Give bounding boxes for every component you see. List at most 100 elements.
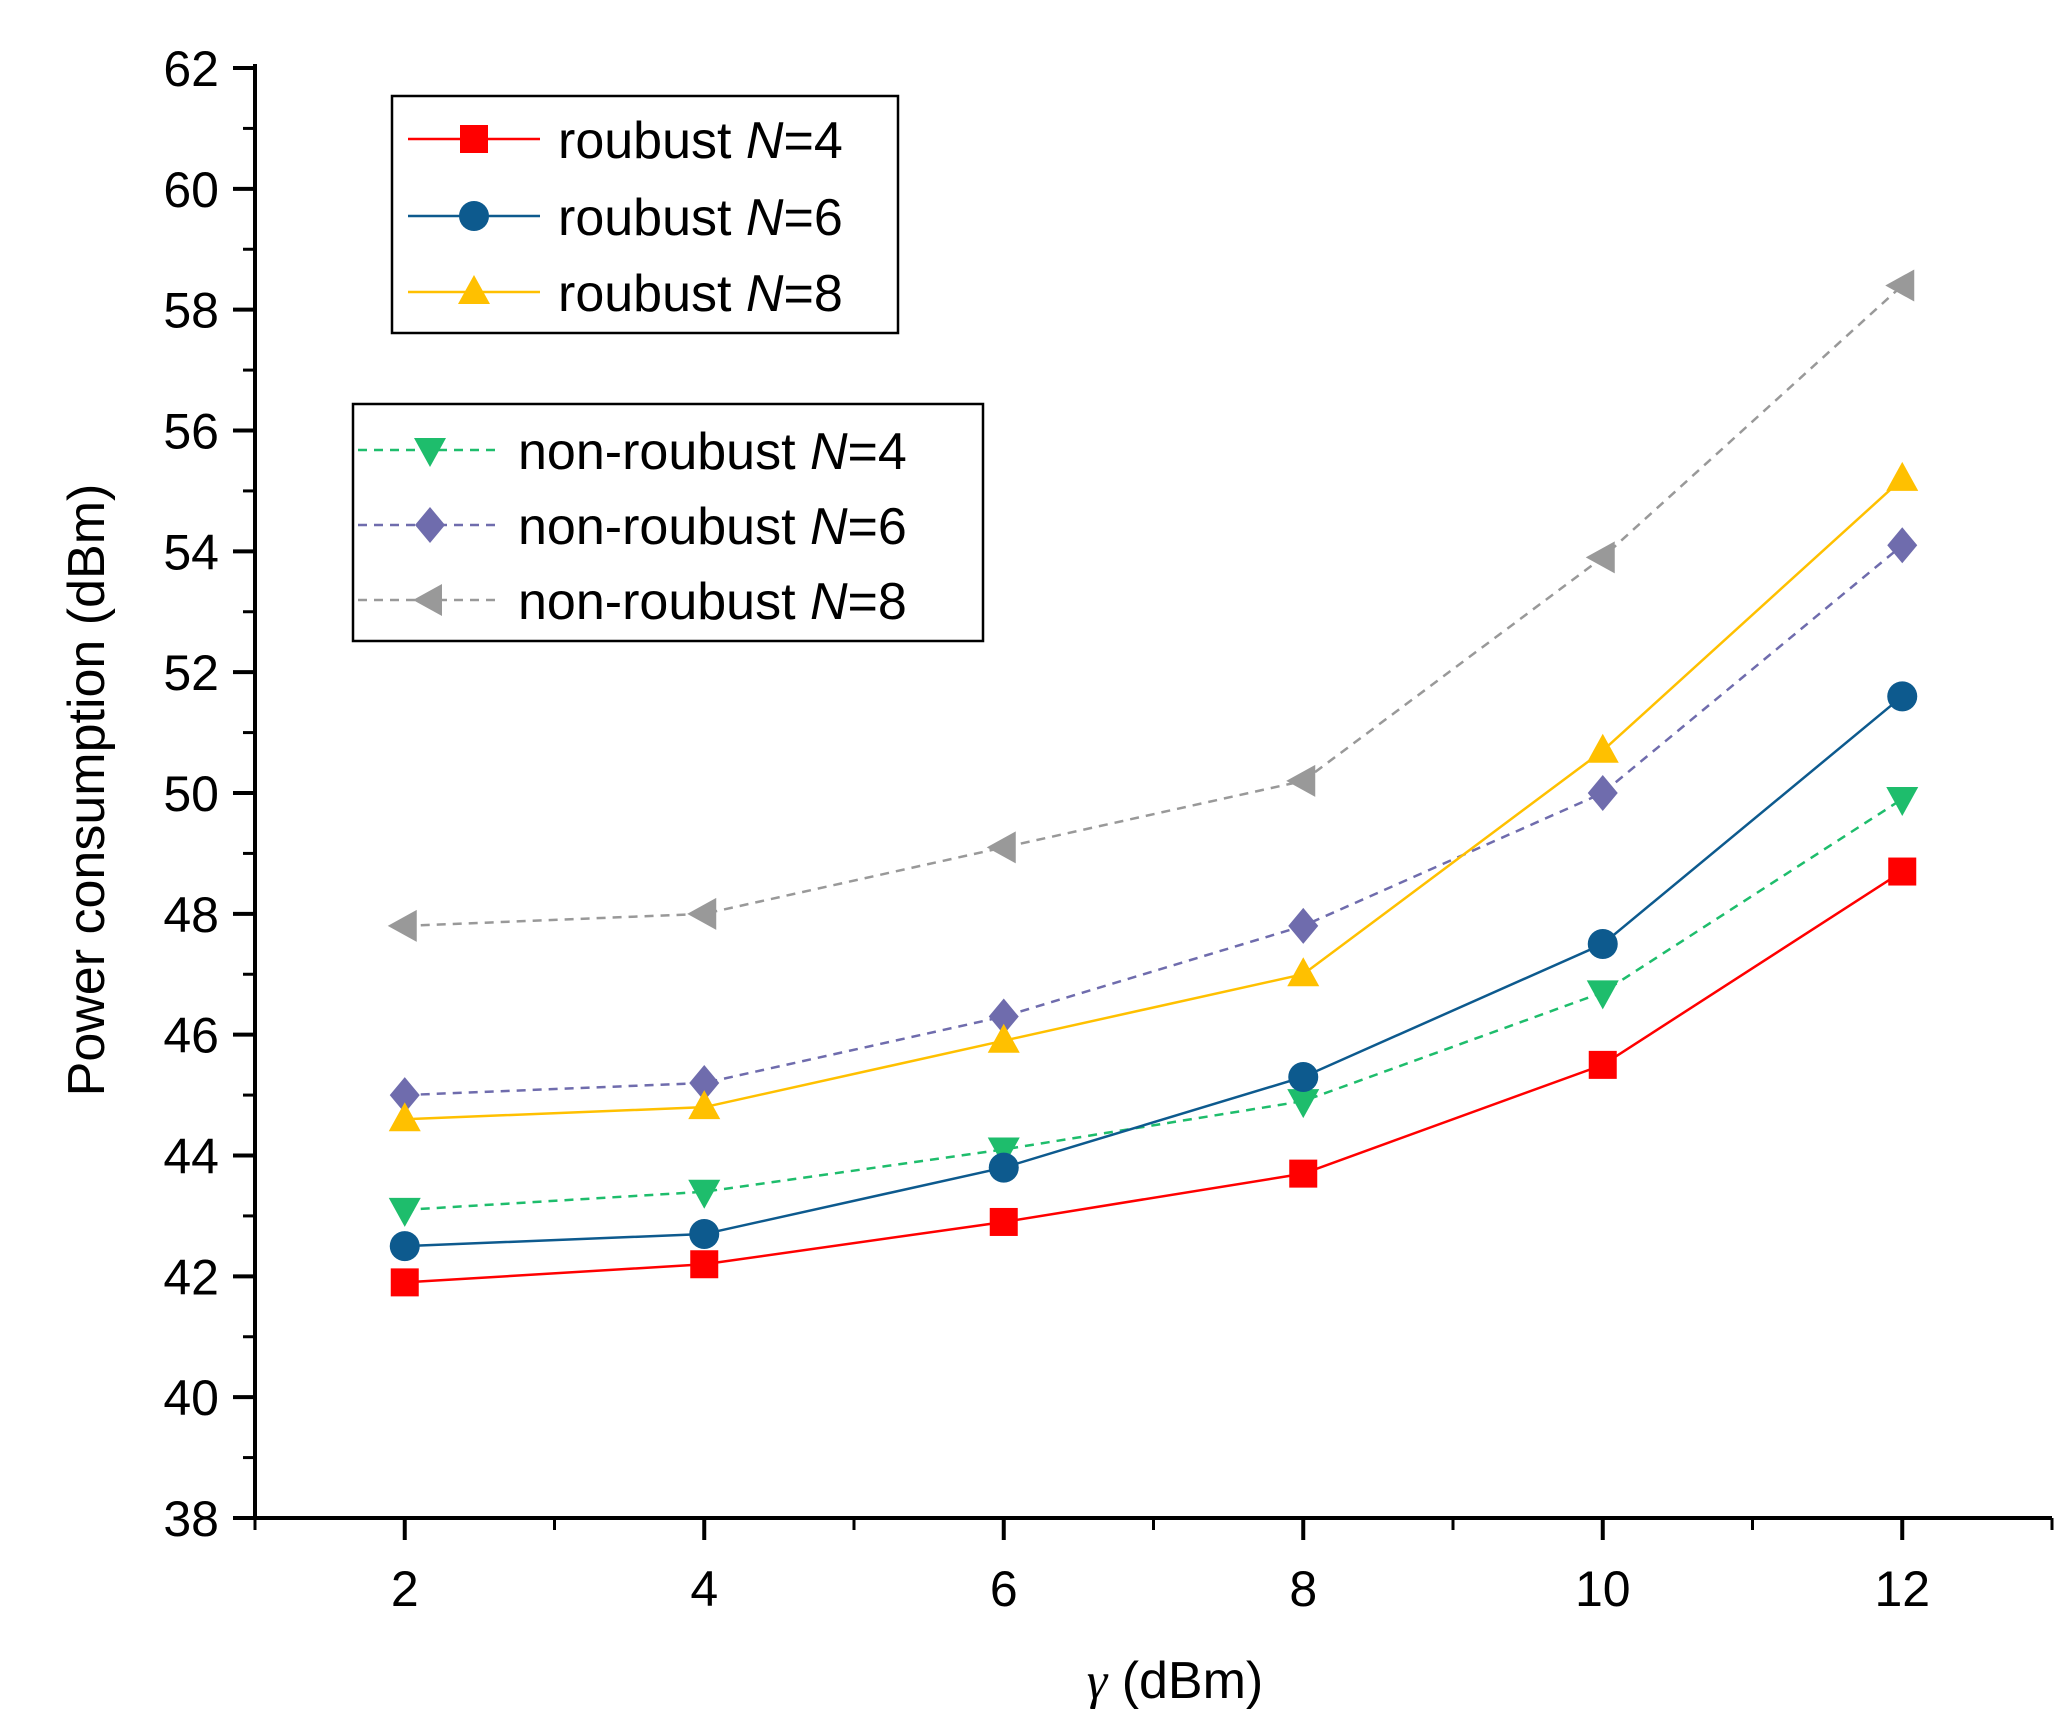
y-tick-label: 56: [163, 404, 219, 460]
series-robust-n6: [389, 681, 1918, 1262]
data-point: [388, 1102, 421, 1132]
data-point: [1586, 980, 1619, 1010]
series-line: [404, 870, 1903, 1284]
legend-label-suffix: =8: [848, 573, 907, 631]
legend-item: non-roubust N=8: [358, 573, 907, 631]
legend-label-var: N: [746, 112, 784, 170]
data-point: [1887, 527, 1918, 564]
y-tick-label: 52: [163, 645, 219, 701]
data-point: [689, 1065, 720, 1101]
data-point: [989, 1207, 1018, 1236]
x-axis-title-symbol: γ: [1087, 1653, 1109, 1710]
legend-label: roubust N=6: [558, 189, 843, 247]
data-point: [1885, 269, 1915, 302]
legend-label-var: N: [810, 423, 848, 481]
data-point: [987, 1137, 1020, 1167]
series-robust-n8: [388, 461, 1919, 1132]
legend-item: roubust N=8: [408, 265, 843, 323]
series-line: [404, 477, 1904, 1121]
legend-item: roubust N=4: [408, 112, 843, 170]
data-point: [389, 1077, 420, 1114]
legend-label: roubust N=4: [558, 112, 843, 170]
data-point: [1585, 541, 1615, 574]
data-point: [1888, 857, 1917, 886]
legend-label-prefix: non-roubust: [518, 423, 810, 481]
legend-label-suffix: =8: [783, 265, 842, 323]
y-axis-title: Power consumption (dBm): [58, 484, 116, 1097]
data-point: [387, 909, 417, 942]
x-axis-title: γ (dBm): [1087, 1652, 1264, 1710]
legend-label-var: N: [746, 265, 784, 323]
legend-item: non-roubust N=6: [358, 498, 907, 556]
y-tick-label: 60: [163, 162, 219, 218]
data-point: [1289, 1159, 1318, 1188]
data-point: [1886, 787, 1919, 817]
data-point: [986, 831, 1016, 864]
y-tick-label: 54: [163, 524, 219, 580]
series-non-robust-n8: [387, 269, 1915, 942]
data-point: [388, 1197, 421, 1227]
data-point: [1587, 775, 1618, 811]
data-point: [1586, 733, 1619, 763]
legend-frame: [351, 402, 985, 643]
y-tick-label: 44: [163, 1129, 219, 1185]
x-tick-label: 12: [1874, 1561, 1930, 1617]
series-non-robust-n6: [389, 527, 1918, 1114]
legend-label-prefix: non-roubust: [518, 573, 810, 631]
legend-marker: [415, 507, 445, 543]
legend-item: non-roubust N=4: [358, 423, 907, 481]
data-point: [1288, 1061, 1319, 1092]
x-tick-label: 8: [1289, 1561, 1317, 1617]
legend-label-prefix: non-roubust: [518, 498, 810, 556]
data-point: [389, 1231, 420, 1262]
legend-label-prefix: roubust: [558, 112, 746, 170]
data-point: [1287, 1089, 1320, 1119]
y-tick-label: 50: [163, 766, 219, 822]
data-point: [390, 1268, 419, 1297]
data-point: [687, 897, 717, 930]
y-tick-label: 40: [163, 1370, 219, 1426]
legend-label-prefix: roubust: [558, 189, 746, 247]
series-line: [404, 695, 1904, 1248]
data-point: [689, 1219, 720, 1250]
legend-label: roubust N=8: [558, 265, 843, 323]
series-non-robust-n4: [388, 787, 1919, 1227]
y-tick-label: 42: [163, 1249, 219, 1305]
data-point: [1288, 907, 1319, 944]
legend-item: roubust N=6: [408, 189, 843, 247]
legend-label-suffix: =4: [848, 423, 907, 481]
data-point: [987, 1023, 1020, 1053]
legend-marker: [413, 584, 442, 616]
data-point: [1587, 929, 1618, 960]
data-point: [688, 1179, 721, 1209]
series-line: [404, 284, 1904, 928]
data-point: [988, 998, 1019, 1035]
data-point: [1588, 1050, 1617, 1079]
data-point: [690, 1250, 719, 1279]
legend-label-var: N: [810, 573, 848, 631]
legend-marker: [460, 125, 488, 153]
x-axis-title-unit: (dBm): [1107, 1652, 1263, 1710]
x-tick-label: 10: [1575, 1561, 1631, 1617]
legend-label: non-roubust N=8: [518, 573, 907, 631]
y-tick-label: 46: [163, 1008, 219, 1064]
data-point: [988, 1152, 1019, 1183]
legend-label-suffix: =6: [783, 189, 842, 247]
data-point: [1886, 461, 1919, 491]
x-tick-label: 2: [391, 1561, 419, 1617]
legend-label-prefix: roubust: [558, 265, 746, 323]
legend-label-var: N: [746, 189, 784, 247]
y-tick-label: 58: [163, 283, 219, 339]
series-robust-n4: [390, 857, 1917, 1297]
series-line: [404, 797, 1903, 1212]
y-tick-label: 38: [163, 1491, 219, 1547]
legend-label: non-roubust N=4: [518, 423, 907, 481]
x-tick-label: 4: [690, 1561, 718, 1617]
legend-marker: [459, 201, 489, 231]
legend-marker: [414, 438, 446, 467]
